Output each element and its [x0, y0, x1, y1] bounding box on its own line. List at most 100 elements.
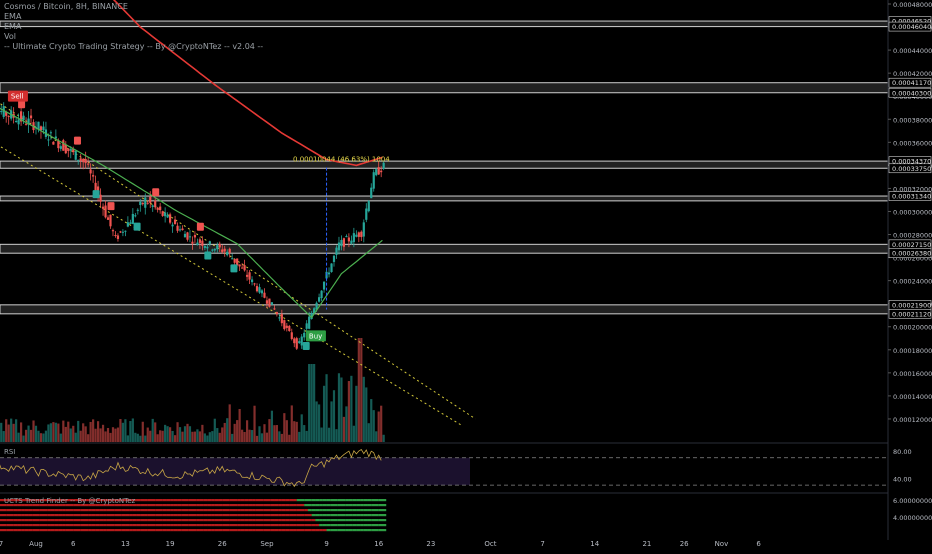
- price-axis[interactable]: 0.000480000.000460000.000440000.00042000…: [888, 1, 932, 424]
- volume-bar: [176, 422, 179, 442]
- trend-cell: [155, 514, 159, 517]
- trend-cell: [270, 529, 275, 532]
- trend-cell: [255, 499, 260, 502]
- trend-cell: [259, 514, 264, 517]
- trend-cell: [88, 499, 92, 502]
- trend-cell: [363, 499, 368, 502]
- trend-cell: [32, 529, 37, 532]
- trend-cell: [319, 514, 323, 517]
- trend-cell: [177, 509, 182, 512]
- trend-cell: [69, 514, 74, 517]
- candle-body: [255, 286, 259, 292]
- symbol-title[interactable]: Cosmos / Bitcoin, 8H, BINANCE: [4, 2, 128, 11]
- candle-body: [188, 236, 192, 238]
- trend-cell: [211, 514, 215, 517]
- trend-cell: [274, 499, 279, 502]
- trend-cell: [140, 519, 145, 522]
- trend-cell: [147, 519, 152, 522]
- trend-cell: [337, 499, 342, 502]
- trend-cell: [144, 529, 148, 532]
- candle-body: [119, 231, 122, 233]
- trend-cell: [50, 504, 55, 507]
- trend-cell: [285, 509, 290, 512]
- volume-bar: [350, 375, 353, 442]
- trend-cell: [378, 529, 383, 532]
- candle-body: [131, 213, 134, 224]
- trend-cell: [140, 509, 145, 512]
- trend-cell: [367, 519, 372, 522]
- indicator-strategy[interactable]: -- Ultimate Crypto Trading Strategy -- B…: [4, 42, 264, 51]
- time-axis[interactable]: 27 Aug 6 13 19 26 Sep 9 16 23 Oct 7 14 21 26 Nov 6: [0, 540, 761, 548]
- trend-cell: [214, 529, 219, 532]
- volume-bar: [233, 423, 236, 442]
- trend-cell: [289, 529, 294, 532]
- trend-cell: [367, 499, 372, 502]
- indicator-ema-slow[interactable]: EMA: [4, 22, 22, 31]
- zone-price-label: 0.00031340: [892, 193, 931, 201]
- trend-cell: [330, 529, 335, 532]
- volume-bar: [211, 431, 214, 442]
- candle-body: [161, 211, 164, 216]
- trend-cell: [255, 504, 260, 507]
- trend-cell: [211, 524, 215, 527]
- trend-cell: [170, 529, 174, 532]
- trend-cell: [352, 514, 357, 517]
- trend-cell: [244, 529, 249, 532]
- trend-cell: [0, 509, 3, 512]
- indicator-volume[interactable]: Vol: [4, 32, 16, 41]
- rsi-pane-title[interactable]: RSI: [4, 448, 16, 456]
- trend-cell: [252, 509, 256, 512]
- candle-body: [332, 255, 336, 262]
- trend-cell: [199, 499, 204, 502]
- time-tick-label: 7: [540, 540, 544, 548]
- volume-bar: [114, 428, 117, 442]
- trend-cell: [274, 524, 279, 527]
- trend-cell: [263, 504, 268, 507]
- trend-cell: [103, 514, 107, 517]
- trend-cell: [54, 504, 59, 507]
- trend-cell: [76, 499, 81, 502]
- candle-body: [342, 238, 346, 247]
- volume-bar: [347, 381, 350, 442]
- volume-bar: [37, 430, 40, 442]
- trend-cell: [181, 529, 186, 532]
- volume-bar: [362, 376, 365, 442]
- candle-body: [109, 214, 112, 227]
- trend-cell: [360, 514, 364, 517]
- price-tick-label: 0.00038000: [893, 116, 932, 124]
- trend-cell: [360, 509, 364, 512]
- trend-cell: [341, 504, 346, 507]
- trend-cell: [218, 529, 223, 532]
- trend-cell: [65, 519, 70, 522]
- candle-body: [126, 222, 129, 227]
- trend-cell: [43, 504, 48, 507]
- trend-cell: [352, 519, 357, 522]
- trend-cell: [229, 499, 234, 502]
- trend-cell: [76, 524, 81, 527]
- trend-cell: [188, 509, 193, 512]
- ema-fast-line: [0, 107, 383, 319]
- trend-cell: [334, 529, 338, 532]
- trend-cell: [348, 524, 353, 527]
- volume-bar: [171, 430, 174, 442]
- volume-bar: [159, 430, 162, 442]
- indicator-ema-fast[interactable]: EMA: [4, 12, 22, 21]
- trend-cell: [129, 499, 133, 502]
- trend-pane-title[interactable]: UCTS Trend Finder -- By @CryptoNTez: [4, 497, 136, 505]
- trend-cell: [144, 509, 148, 512]
- candle-body: [176, 225, 179, 231]
- candle-body: [268, 298, 271, 307]
- volume-bar: [268, 419, 271, 442]
- trend-cell: [218, 524, 223, 527]
- candle-body: [178, 229, 182, 231]
- trend-cell: [266, 504, 271, 507]
- sell-signal-box: [7, 90, 28, 102]
- candle-body: [213, 248, 216, 251]
- trend-cell: [207, 504, 212, 507]
- zone-price-tag: [888, 21, 932, 32]
- price-tick-label: 0.00036000: [893, 139, 932, 147]
- volume-bar: [72, 425, 75, 442]
- trend-cell: [28, 499, 33, 502]
